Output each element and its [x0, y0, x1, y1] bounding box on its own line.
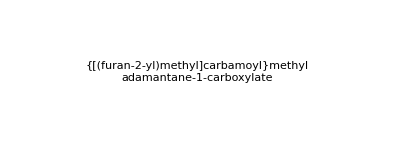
Text: {[(furan-2-yl)methyl]carbamoyl}methyl
adamantane-1-carboxylate: {[(furan-2-yl)methyl]carbamoyl}methyl ad…	[85, 61, 309, 83]
